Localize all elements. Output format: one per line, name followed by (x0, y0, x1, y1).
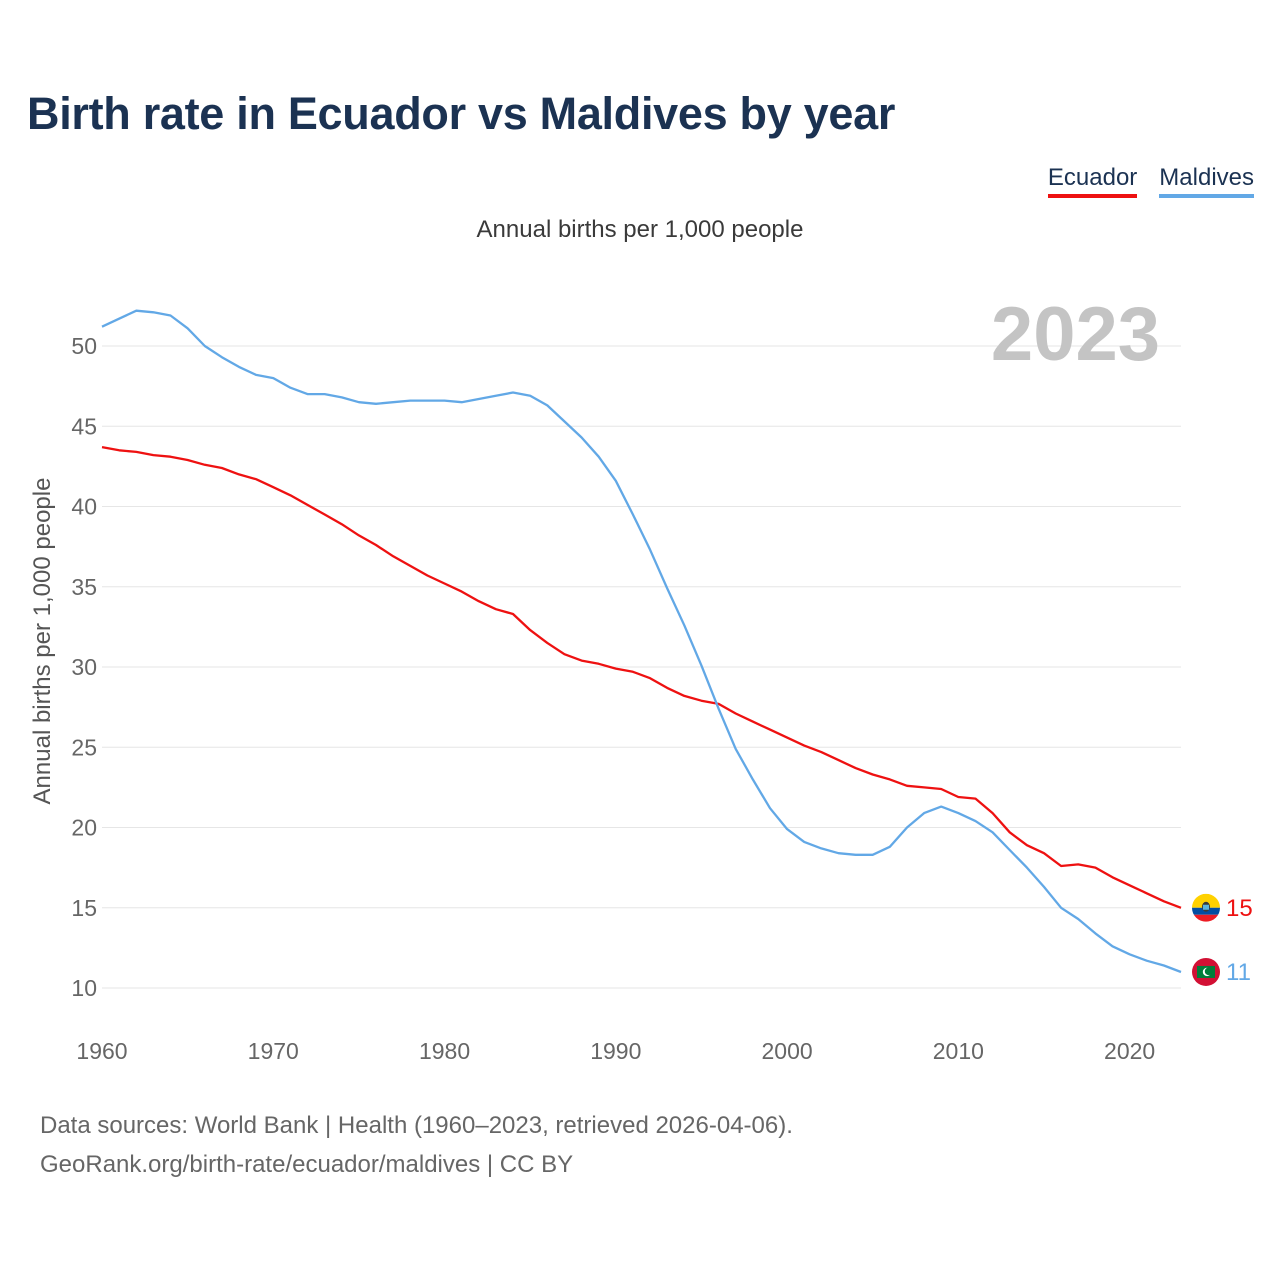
current-year-watermark: 2023 (991, 292, 1160, 377)
y-tick-label: 35 (71, 574, 97, 600)
end-value-label-ecuador: 15 (1226, 895, 1253, 922)
x-tick-label: 1980 (419, 1038, 470, 1064)
x-tick-label: 1990 (590, 1038, 641, 1064)
series-line-ecuador[interactable] (101, 445, 1182, 909)
series-lines (101, 309, 1182, 974)
y-axis-label: Annual births per 1,000 people (29, 478, 56, 805)
source-line-url[interactable]: GeoRank.org/birth-rate/ecuador/maldives … (40, 1151, 574, 1178)
chart-title: Birth rate in Ecuador vs Maldives by yea… (27, 88, 896, 139)
x-tick-label: 2010 (933, 1038, 984, 1064)
y-tick-label: 45 (71, 413, 97, 439)
y-tick-label: 15 (71, 895, 97, 921)
legend-item-ecuador[interactable]: Ecuador (1047, 164, 1138, 198)
y-tick-label: 40 (71, 494, 97, 520)
y-tick-label: 25 (71, 734, 97, 760)
x-tick-label: 2000 (761, 1038, 812, 1064)
legend-item-maldives[interactable]: Maldives (1159, 164, 1254, 198)
source-note: Data sources: World Bank | Health (1960–… (40, 1106, 793, 1184)
end-value-label-maldives: 11 (1226, 959, 1251, 986)
chart-subtitle: Annual births per 1,000 people (476, 216, 804, 243)
source-line-data: Data sources: World Bank | Health (1960–… (40, 1112, 793, 1139)
y-tick-label: 20 (71, 815, 97, 841)
grid-lines (102, 345, 1181, 989)
flag-maldives-icon (1192, 957, 1220, 986)
legend: Ecuador Maldives (1047, 164, 1254, 198)
flag-ecuador-icon (1192, 893, 1220, 922)
x-tick-label: 1970 (248, 1038, 299, 1064)
y-tick-label: 30 (71, 654, 97, 680)
series-line-maldives[interactable] (101, 309, 1182, 974)
x-axis-ticks: 1960 1970 1980 1990 2000 2010 2020 (76, 1038, 1155, 1064)
y-axis-ticks: 10 15 20 25 30 35 40 45 50 (71, 333, 97, 1001)
y-tick-label: 10 (71, 975, 97, 1001)
y-tick-label: 50 (71, 333, 97, 359)
x-tick-label: 1960 (76, 1038, 127, 1064)
x-tick-label: 2020 (1104, 1038, 1155, 1064)
